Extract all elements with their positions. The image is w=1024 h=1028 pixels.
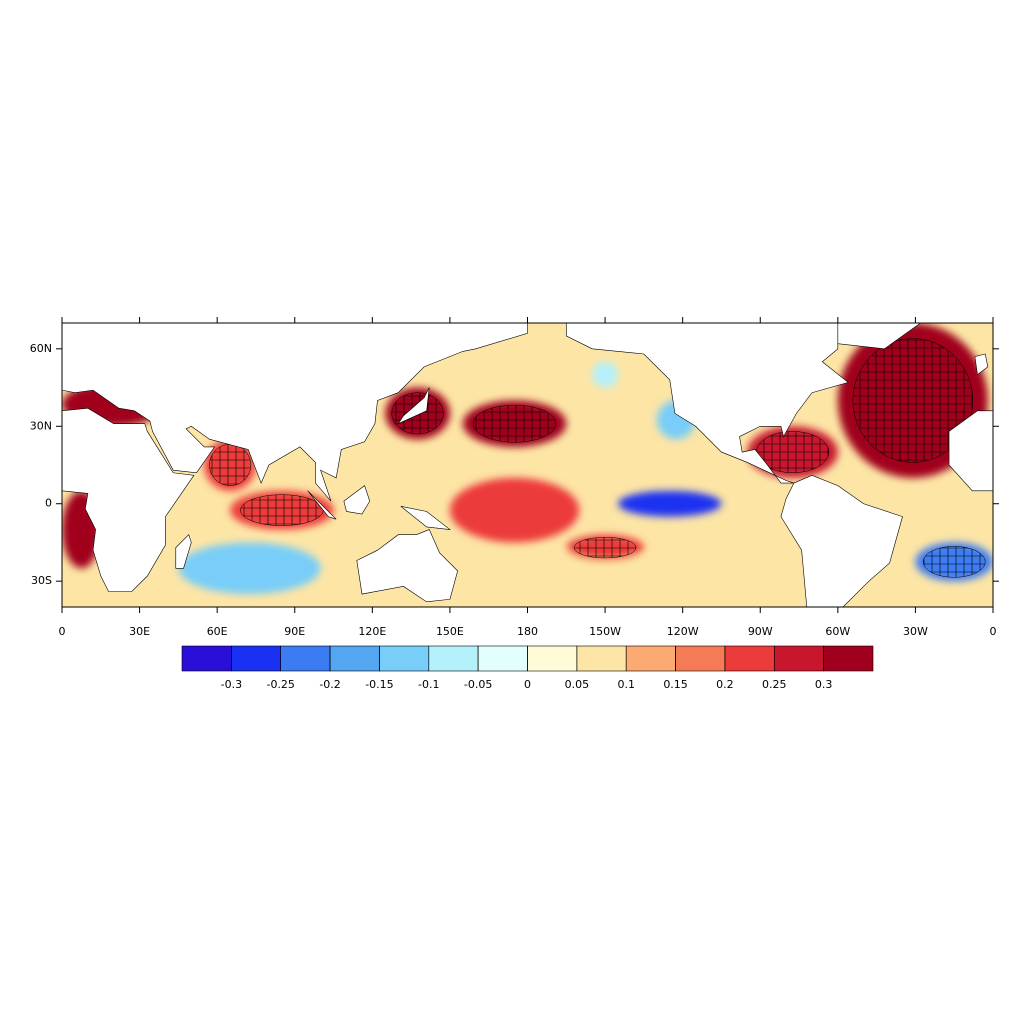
colorbar-label: -0.15 (365, 678, 393, 691)
colorbar: -0.3 -0.25 -0.2 -0.15 -0.1 -0.05 0 0.05 0.1 0.15 0… (181, 645, 874, 691)
x-tick-label: 30E (129, 625, 150, 638)
x-tick-label: 180 (517, 625, 538, 638)
x-tick-label: 0 (59, 625, 66, 638)
x-tick-label: 30W (903, 625, 928, 638)
x-tick-label: 150W (589, 625, 621, 638)
landmass (837, 323, 922, 350)
colorbar-box (823, 645, 874, 672)
land (62, 323, 993, 607)
colorbar-box (231, 645, 282, 672)
x-tick-label: 90W (748, 625, 773, 638)
landmass (400, 506, 451, 530)
colorbar-box (477, 645, 528, 672)
x-tick-label: 60W (825, 625, 850, 638)
colorbar-box (181, 645, 232, 672)
colorbar-label: 0.1 (617, 678, 635, 691)
landmass (62, 323, 528, 502)
x-tick-label: 90E (284, 625, 305, 638)
landmass (565, 323, 849, 484)
landmass (974, 353, 989, 376)
y-tick-label: 30S (31, 574, 52, 587)
x-tick-label: 0 (990, 625, 997, 638)
landmass (356, 529, 459, 603)
y-tick-label: 0 (45, 497, 52, 510)
anomaly (527, 550, 657, 587)
colorbar-box (280, 645, 331, 672)
colorbar-label: 0.05 (565, 678, 590, 691)
colorbar-box (329, 645, 380, 672)
colorbar-label: 0.15 (663, 678, 688, 691)
colorbar-box (625, 645, 676, 672)
significance-hatch (472, 404, 557, 443)
y-tick-label: 30N (30, 419, 52, 432)
colorbar-label: 0.2 (716, 678, 734, 691)
significance-hatch (922, 546, 986, 578)
landmass (948, 410, 993, 492)
axes: 0 30E 60E 90E 120E 150E 180 150W 120W 90W 60W 30W 0 3… (30, 317, 999, 638)
x-tick-label: 150E (436, 625, 464, 638)
colorbar-label: -0.1 (418, 678, 439, 691)
colorbar-box (527, 645, 578, 672)
colorbar-label: -0.05 (464, 678, 492, 691)
landmass (175, 534, 192, 569)
colorbar-box (576, 645, 627, 672)
anomaly (449, 477, 580, 543)
significance-hatch (573, 537, 637, 559)
colorbar-label: 0.25 (762, 678, 787, 691)
colorbar-label: -0.25 (266, 678, 294, 691)
x-tick-label: 60E (207, 625, 228, 638)
landmass (780, 475, 903, 607)
colorbar-label: -0.2 (319, 678, 340, 691)
significance-hatch (240, 494, 324, 526)
colorbar-box (773, 645, 824, 672)
colorbar-label: 0.3 (815, 678, 833, 691)
anomaly (178, 542, 321, 595)
y-tick-label: 60N (30, 342, 52, 355)
landmass (397, 387, 430, 425)
landmass (343, 485, 371, 515)
anomaly (592, 361, 619, 388)
colorbar-box (379, 645, 430, 672)
field (62, 323, 993, 607)
significance-hatch (852, 338, 974, 463)
landmass (307, 490, 337, 520)
colorbar-box (675, 645, 726, 672)
colorbar-box (724, 645, 775, 672)
x-tick-label: 120E (358, 625, 386, 638)
landmass (62, 407, 195, 592)
colorbar-box (428, 645, 479, 672)
significance-hatch (209, 444, 252, 486)
x-tick-label: 120W (667, 625, 699, 638)
anomaly (618, 490, 722, 517)
colorbar-label: -0.3 (221, 678, 242, 691)
colorbar-label: 0 (524, 678, 531, 691)
